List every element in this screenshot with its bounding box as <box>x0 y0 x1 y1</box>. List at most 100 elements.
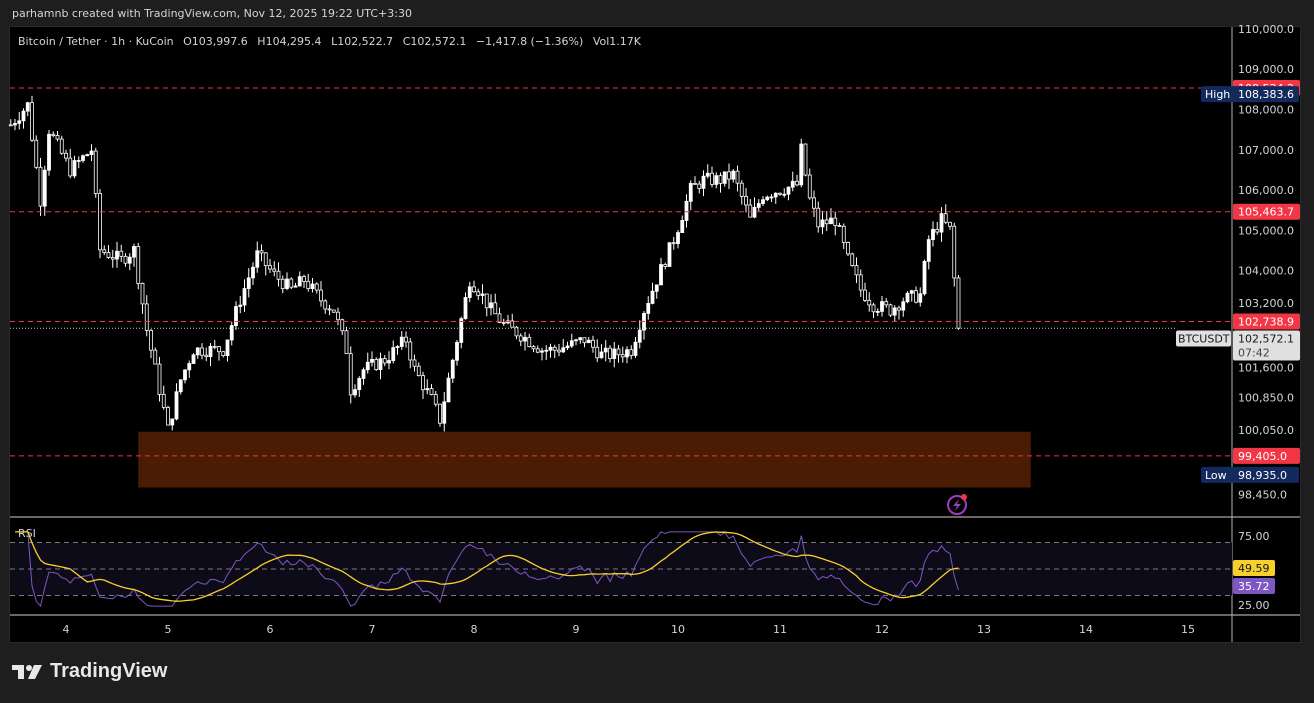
candle <box>391 347 396 361</box>
lightning-icon[interactable] <box>947 494 967 515</box>
price-tick-label: 109,000.0 <box>1238 63 1294 76</box>
demand-zone <box>138 431 1031 488</box>
time-tick-label: 4 <box>63 623 70 636</box>
candle <box>289 278 294 288</box>
price-line-badge <box>1233 447 1300 464</box>
candle <box>72 160 77 177</box>
candle <box>561 347 566 353</box>
rsi-ma-badge <box>1233 560 1275 576</box>
candle <box>829 217 833 225</box>
candle <box>127 256 132 264</box>
candle <box>603 347 608 353</box>
candle <box>200 347 204 356</box>
candle <box>429 388 434 395</box>
candle <box>106 252 111 258</box>
candle <box>544 349 549 352</box>
candle <box>510 320 515 328</box>
candle <box>875 311 880 313</box>
candle <box>195 347 200 356</box>
candle <box>204 354 209 358</box>
candle <box>302 276 306 282</box>
symbol-legend: Bitcoin / Tether · 1h · KuCoin O103,997.… <box>18 35 647 48</box>
candle <box>812 197 816 209</box>
candle <box>684 200 689 221</box>
price-line-label: 102,738.9 <box>1238 316 1294 329</box>
candle <box>234 306 238 326</box>
candle <box>357 378 362 391</box>
candle <box>319 289 323 302</box>
candle <box>489 302 493 309</box>
candle <box>595 346 600 359</box>
candle <box>276 270 281 280</box>
candle <box>824 219 829 225</box>
candle <box>340 319 345 332</box>
price-tick-label: 103,200.0 <box>1238 297 1294 310</box>
rsi-tick-label: 25.00 <box>1238 599 1270 612</box>
price-line-label: 105,463.7 <box>1238 206 1294 219</box>
candle <box>591 339 595 348</box>
candle <box>659 264 663 286</box>
candle <box>625 349 629 358</box>
candle <box>161 394 166 408</box>
candle <box>136 246 141 284</box>
candle <box>527 336 532 347</box>
candle <box>501 322 506 324</box>
candle <box>404 336 408 343</box>
candle <box>463 297 468 320</box>
candle <box>442 401 447 424</box>
candle <box>242 288 247 306</box>
rsi-title: RSI <box>18 527 36 540</box>
candle <box>931 228 935 240</box>
candle <box>140 282 145 305</box>
candle <box>476 291 481 296</box>
time-tick-label: 5 <box>165 623 172 636</box>
candle <box>21 110 26 122</box>
candle <box>701 175 706 189</box>
ohlc-close: C102,572.1 <box>402 35 467 48</box>
candle <box>361 369 366 379</box>
candle <box>909 290 914 294</box>
candle <box>795 180 799 186</box>
candle <box>374 359 379 370</box>
candle <box>178 379 183 393</box>
candle <box>68 157 73 177</box>
price-tick-label: 100,050.0 <box>1238 424 1294 437</box>
time-tick-label: 12 <box>875 623 889 636</box>
ohlc-change: −1,417.8 (−1.36%) <box>475 35 584 48</box>
candle <box>884 301 889 306</box>
candle <box>119 250 124 257</box>
candle <box>157 363 162 395</box>
candle <box>387 360 391 364</box>
candle <box>421 375 425 391</box>
price-line-label: 99,405.0 <box>1238 450 1287 463</box>
candle <box>608 347 612 359</box>
candle <box>144 303 149 331</box>
tradingview-logo-icon <box>12 664 42 679</box>
symbol-name[interactable]: Bitcoin / Tether · 1h · KuCoin <box>18 35 174 48</box>
candle <box>786 186 791 195</box>
candle <box>956 277 961 329</box>
rsi-ma-line <box>15 531 959 602</box>
candle <box>705 172 710 177</box>
candle <box>650 290 655 304</box>
candle <box>620 354 625 358</box>
candle <box>803 143 808 176</box>
candle <box>280 278 285 289</box>
candle <box>871 304 876 313</box>
candle <box>187 363 192 371</box>
candle <box>676 232 680 244</box>
candle <box>778 192 782 195</box>
candle <box>888 304 893 316</box>
price-line-badge <box>1233 203 1300 220</box>
candle <box>867 300 872 306</box>
candle <box>654 284 659 292</box>
candle <box>217 346 221 353</box>
chart-frame[interactable] <box>9 26 1301 643</box>
candle <box>799 143 804 186</box>
candle <box>221 351 226 356</box>
price-tick-label: 98,450.0 <box>1238 488 1287 501</box>
time-tick-label: 6 <box>267 623 274 636</box>
candle <box>863 289 867 301</box>
candle <box>225 339 230 356</box>
